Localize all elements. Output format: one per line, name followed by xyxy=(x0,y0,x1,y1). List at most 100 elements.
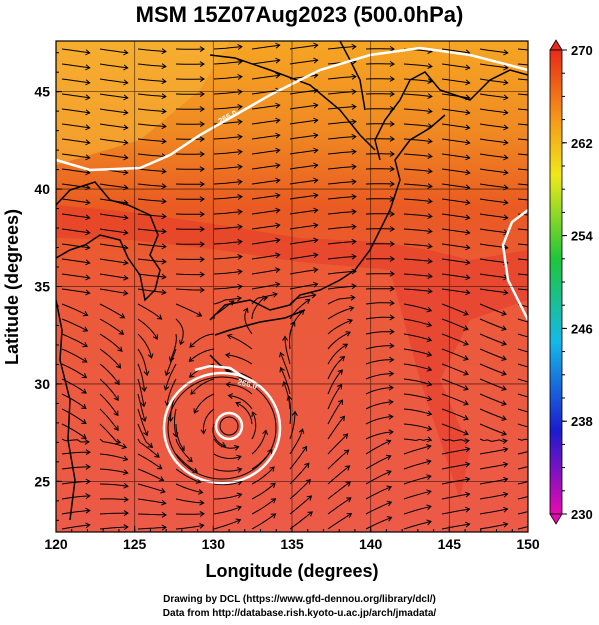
streamline xyxy=(517,243,528,246)
streamline xyxy=(251,179,280,185)
streamline-arrowhead xyxy=(427,213,433,219)
streamline-arrowhead xyxy=(243,307,249,313)
streamline-arrowhead xyxy=(313,267,319,273)
streamline-arrowhead xyxy=(342,433,349,439)
streamline xyxy=(327,270,356,275)
streamline xyxy=(61,213,90,219)
streamline-arrowhead xyxy=(123,510,129,517)
streamline xyxy=(365,501,392,515)
streamline-arrowhead xyxy=(465,214,471,221)
coast-china-east xyxy=(56,299,76,521)
streamline xyxy=(137,468,164,481)
streamline xyxy=(137,498,166,504)
streamline xyxy=(99,333,123,352)
streamline-arrowhead xyxy=(179,339,185,346)
streamline xyxy=(479,63,508,69)
streamline xyxy=(213,106,242,110)
streamline-arrowhead xyxy=(275,102,281,109)
streamline xyxy=(227,334,253,350)
streamline-arrowhead xyxy=(123,169,129,176)
streamline-arrowhead xyxy=(427,183,433,189)
streamline xyxy=(175,303,202,317)
streamline xyxy=(479,423,507,435)
streamline-arrowhead xyxy=(123,79,129,86)
streamline-arrowhead xyxy=(272,291,278,298)
y-tick-label: 25 xyxy=(34,473,50,489)
streamline-arrowhead xyxy=(123,290,129,296)
streamline-arrowhead xyxy=(152,334,158,340)
streamline xyxy=(517,168,528,171)
streamline-arrowhead xyxy=(168,356,175,362)
streamline xyxy=(61,48,90,54)
streamline-arrowhead xyxy=(542,109,546,114)
streamline xyxy=(235,402,253,425)
streamline xyxy=(213,493,242,500)
streamline xyxy=(327,433,348,455)
streamline-arrowhead xyxy=(351,43,357,50)
streamline xyxy=(517,363,528,368)
streamline xyxy=(251,149,280,155)
streamline xyxy=(441,408,469,420)
streamline xyxy=(517,438,528,441)
streamline-arrowhead xyxy=(189,342,195,348)
streamline xyxy=(137,318,158,340)
streamline-arrowhead xyxy=(113,425,119,431)
streamline-arrowhead xyxy=(270,482,276,488)
streamline xyxy=(175,453,198,473)
streamline xyxy=(61,451,90,455)
streamline xyxy=(251,482,276,500)
streamline xyxy=(61,423,87,439)
streamline-arrowhead xyxy=(161,258,167,265)
streamline xyxy=(137,93,166,97)
streamline xyxy=(137,378,145,407)
streamline xyxy=(327,226,356,230)
streamline xyxy=(99,408,119,431)
contour-arc xyxy=(194,364,246,380)
streamline-arrowhead xyxy=(85,522,91,529)
streamline xyxy=(479,438,507,442)
streamline-arrowhead xyxy=(386,470,392,476)
streamline-arrowhead xyxy=(275,42,281,49)
streamline xyxy=(479,523,508,530)
streamline-arrowhead xyxy=(389,299,395,306)
streamline xyxy=(175,483,203,494)
streamline xyxy=(137,123,166,127)
streamline xyxy=(327,449,349,470)
streamline-arrowhead xyxy=(85,109,91,116)
streamline xyxy=(137,138,166,142)
colorbar: 270 262 254 246 238 230 xyxy=(549,39,593,525)
streamline xyxy=(327,481,351,500)
streamline-arrowhead xyxy=(389,342,395,349)
streamline xyxy=(365,387,394,395)
streamline xyxy=(244,308,253,335)
streamline xyxy=(365,416,393,425)
colorbar-bottom-arrow xyxy=(549,513,563,525)
streamline xyxy=(327,331,351,350)
streamline-arrowhead xyxy=(541,397,545,402)
streamline xyxy=(403,445,431,455)
contour-ring-inner xyxy=(214,411,244,441)
streamline-arrowhead xyxy=(123,524,129,531)
streamline-arrowhead xyxy=(541,367,545,372)
streamline-arrowhead xyxy=(540,520,545,525)
streamline-arrowhead xyxy=(503,199,509,206)
streamline-arrowhead xyxy=(346,497,352,503)
streamline xyxy=(165,348,177,376)
streamline-arrowhead xyxy=(199,151,205,158)
streamline-arrowhead xyxy=(85,64,91,71)
streamline xyxy=(99,138,128,144)
streamline xyxy=(289,446,308,470)
streamline xyxy=(99,512,128,515)
streamline xyxy=(479,138,508,144)
streamline-arrowhead xyxy=(311,292,317,299)
streamline xyxy=(166,378,177,406)
streamline-arrowhead xyxy=(502,461,509,468)
streamline xyxy=(403,123,432,127)
streamline-arrowhead xyxy=(189,372,195,378)
streamline xyxy=(479,183,508,189)
streamline-arrowhead xyxy=(426,436,433,443)
streamline-arrowhead xyxy=(542,199,546,204)
streamline xyxy=(327,76,356,80)
streamline xyxy=(403,460,431,470)
streamline-arrowhead xyxy=(140,401,147,408)
